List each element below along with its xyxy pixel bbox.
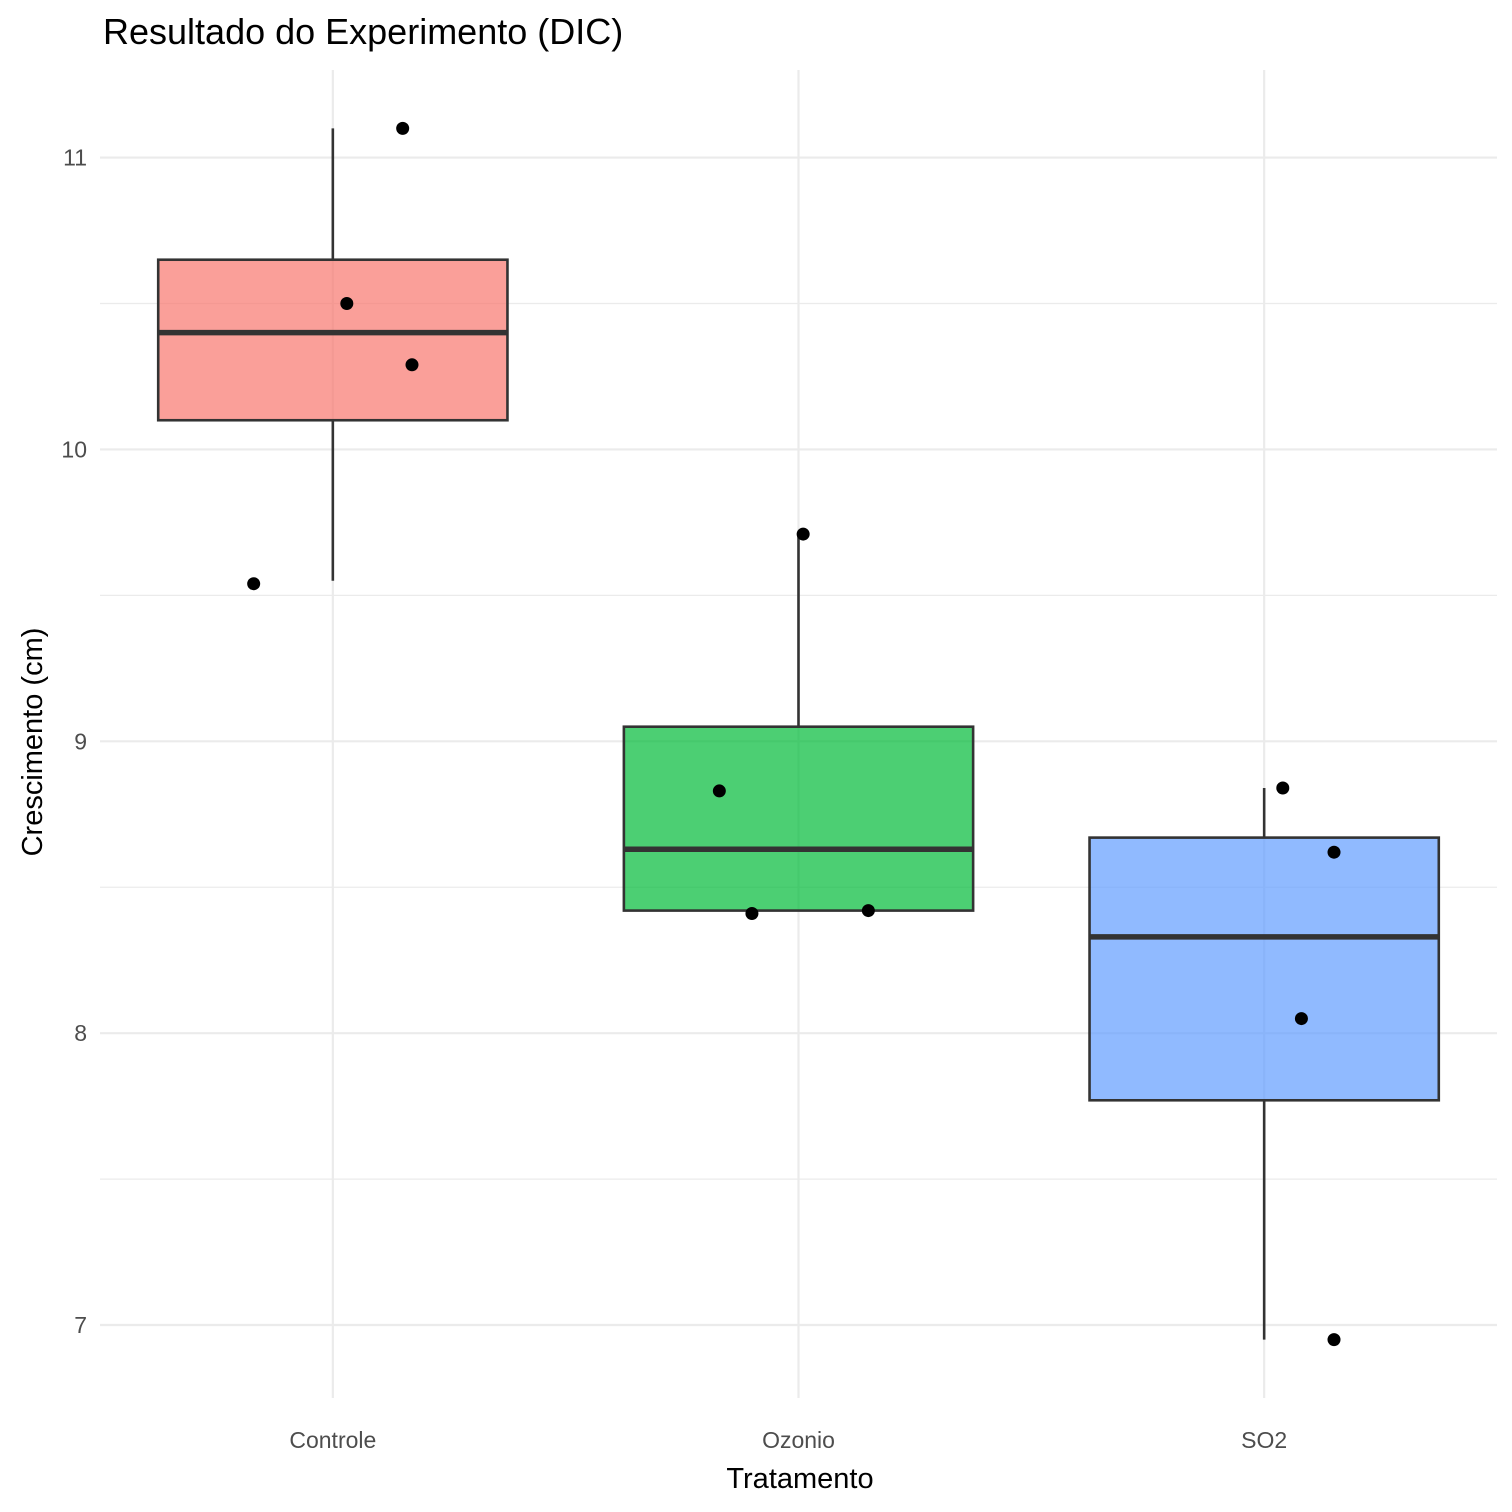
- x-axis-title: Tratamento: [726, 1463, 873, 1495]
- data-point: [1327, 845, 1341, 859]
- box-body: [156, 258, 509, 422]
- box-so2: [1088, 787, 1441, 1340]
- x-tick-label: Ozonio: [762, 1427, 835, 1453]
- data-points: [247, 121, 1341, 1347]
- data-point: [340, 296, 354, 310]
- x-tick-label: Controle: [289, 1427, 376, 1453]
- data-point: [1294, 1012, 1308, 1026]
- y-tick-label: 8: [74, 1020, 87, 1046]
- data-point: [796, 527, 810, 541]
- y-tick-label: 10: [61, 436, 87, 462]
- data-point: [1276, 781, 1290, 795]
- data-point: [745, 906, 759, 920]
- tick-labels: 7 8 9 10 11 Controle Ozonio SO2: [61, 145, 1287, 1453]
- box-ozonio: [622, 534, 975, 912]
- y-tick-label: 7: [74, 1312, 87, 1338]
- boxes: [156, 128, 1441, 1340]
- data-point: [405, 358, 419, 372]
- y-tick-label: 9: [74, 728, 87, 754]
- box-body: [622, 725, 975, 912]
- box-controle: [156, 128, 509, 581]
- data-point: [861, 904, 875, 918]
- box-body: [1088, 836, 1441, 1102]
- x-tick-label: SO2: [1241, 1427, 1287, 1453]
- grid: [100, 70, 1497, 1398]
- y-tick-label: 11: [63, 145, 87, 171]
- data-point: [712, 784, 726, 798]
- data-point: [396, 121, 410, 135]
- chart-title: Resultado do Experimento (DIC): [103, 11, 623, 52]
- data-point: [1327, 1333, 1341, 1347]
- data-point: [247, 577, 261, 591]
- y-axis-title: Crescimento (cm): [17, 628, 49, 857]
